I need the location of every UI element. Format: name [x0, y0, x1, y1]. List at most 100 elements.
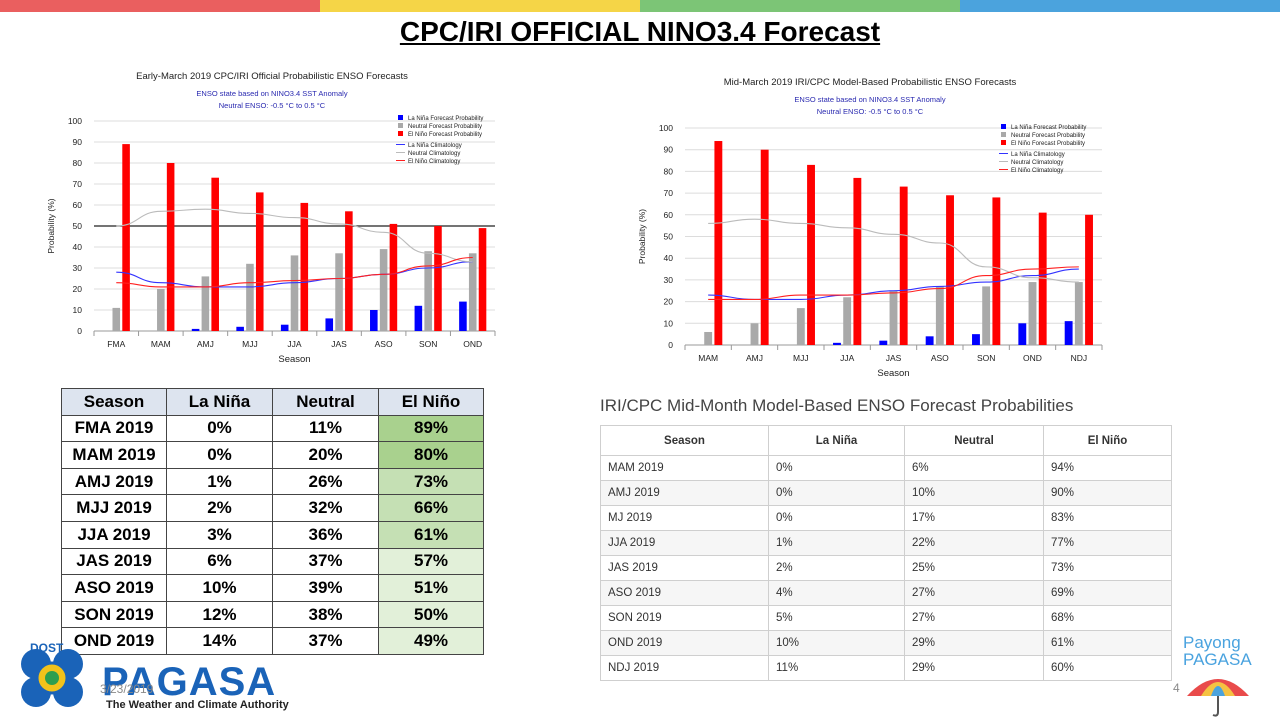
legend-elnino-probability-swatch	[1001, 140, 1006, 145]
bar-elnino	[899, 186, 908, 345]
bar-elnino	[122, 144, 130, 331]
bar-lanina	[414, 305, 423, 331]
cell-season: MAM 2019	[600, 455, 769, 481]
table-row: MAM 2019 0% 20% 80%	[61, 441, 484, 469]
x-tick-label: SON	[977, 353, 995, 363]
chart-subtitle: Neutral ENSO: -0.5 °C to 0.5 °C	[219, 101, 326, 110]
y-tick-label: 50	[73, 221, 83, 231]
cell-lanina: 14%	[166, 627, 273, 655]
cell-season: FMA 2019	[61, 414, 167, 443]
bar-lanina	[325, 318, 334, 331]
x-tick-label: JAS	[886, 353, 902, 363]
cell-neutral: 38%	[272, 600, 379, 629]
official-forecast-table: Season La Niña Neutral El Niño FMA 2019 0…	[61, 388, 484, 655]
x-tick-label: FMA	[107, 339, 125, 349]
table-row: MAM 2019 0% 6% 94%	[600, 455, 1172, 481]
bar-neutral	[468, 253, 477, 331]
cell-lanina: 0%	[768, 480, 905, 506]
cell-elnino: 51%	[378, 574, 484, 602]
cell-season: ASO 2019	[61, 574, 167, 602]
cell-neutral: 27%	[904, 605, 1044, 631]
bar-lanina	[833, 342, 841, 345]
table-row: JAS 2019 2% 25% 73%	[600, 555, 1172, 581]
mid-march-forecast-chart: Mid-March 2019 IRI/CPC Model-Based Proba…	[635, 70, 1115, 387]
cell-elnino: 73%	[378, 467, 484, 496]
x-tick-label: MJJ	[793, 353, 809, 363]
bar-neutral	[379, 249, 388, 331]
cell-season: JJA 2019	[600, 530, 769, 556]
cell-elnino: 89%	[378, 414, 484, 443]
bar-lanina	[1018, 323, 1027, 345]
pagasa-logo	[14, 640, 104, 720]
cell-lanina: 11%	[768, 655, 905, 681]
x-tick-label: AMJ	[746, 353, 763, 363]
legend-elnino-probability: El Niño Forecast Probability	[408, 132, 482, 138]
cell-elnino: 94%	[1043, 455, 1172, 481]
cell-lanina: 10%	[768, 630, 905, 656]
x-tick-label: MJJ	[242, 339, 258, 349]
legend-elnino-probability-swatch	[398, 131, 403, 136]
umbrella-icon	[1183, 670, 1253, 720]
x-tick-label: JJA	[287, 339, 302, 349]
bar-neutral	[704, 331, 713, 345]
cell-neutral: 20%	[272, 441, 379, 469]
y-tick-label: 50	[664, 232, 674, 242]
y-tick-label: 30	[664, 275, 674, 285]
bar-lanina	[280, 324, 289, 331]
cell-season: SON 2019	[61, 600, 167, 629]
legend-lanina-probability-swatch	[1001, 124, 1006, 129]
cell-season: JAS 2019	[61, 547, 167, 576]
bar-elnino	[389, 223, 398, 331]
cell-season: NDJ 2019	[600, 655, 769, 681]
x-tick-label: AMJ	[197, 339, 214, 349]
y-tick-label: 30	[73, 263, 83, 273]
legend-elnino-climatology: El Niño Climatology	[1011, 168, 1063, 174]
header-season: Season	[600, 425, 769, 456]
cell-lanina: 1%	[768, 530, 905, 556]
y-axis-label: Probability (%)	[637, 209, 647, 264]
bar-elnino	[478, 228, 487, 331]
legend-lanina-probability: La Niña Forecast Probability	[408, 116, 483, 122]
cell-neutral: 17%	[904, 505, 1044, 531]
y-tick-label: 10	[664, 318, 674, 328]
line-elnino-climatology	[708, 266, 1079, 300]
cell-elnino: 77%	[1043, 530, 1172, 556]
cell-neutral: 29%	[904, 630, 1044, 656]
cell-season: JAS 2019	[600, 555, 769, 581]
y-tick-label: 100	[68, 116, 82, 126]
bar-lanina	[972, 334, 980, 345]
topbar-segment	[0, 0, 320, 12]
cell-lanina: 12%	[166, 600, 273, 629]
legend-lanina-climatology: La Niña Climatology	[408, 143, 462, 149]
cell-elnino: 61%	[1043, 630, 1172, 656]
cell-neutral: 37%	[272, 547, 379, 576]
cell-lanina: 0%	[166, 414, 273, 443]
cell-neutral: 10%	[904, 480, 1044, 506]
cell-season: MJ 2019	[600, 505, 769, 531]
x-tick-label: JJA	[840, 353, 855, 363]
cell-neutral: 36%	[272, 520, 379, 549]
cell-season: OND 2019	[600, 630, 769, 656]
cell-season: MJJ 2019	[61, 494, 167, 522]
payong-line-2: PAGASA	[1183, 650, 1252, 669]
legend-neutral-probability: Neutral Forecast Probability	[408, 124, 482, 130]
line-elnino-climatology	[116, 256, 473, 288]
y-tick-label: 80	[664, 166, 674, 176]
header-lanina: La Niña	[166, 388, 273, 416]
cell-neutral: 11%	[272, 414, 379, 443]
bar-elnino	[1038, 212, 1047, 345]
line-neutral-climatology	[708, 218, 1079, 283]
chart-subtitle: Neutral ENSO: -0.5 °C to 0.5 °C	[817, 107, 924, 116]
cell-elnino: 57%	[378, 547, 484, 576]
header-season: Season	[61, 388, 167, 416]
chart-subtitle: ENSO state based on NINO3.4 SST Anomaly	[196, 89, 347, 98]
cell-neutral: 39%	[272, 574, 379, 602]
cell-elnino: 60%	[1043, 655, 1172, 681]
cell-lanina: 0%	[768, 455, 905, 481]
table-row: JAS 2019 6% 37% 57%	[61, 547, 484, 576]
cell-elnino: 68%	[1043, 605, 1172, 631]
bar-lanina	[459, 301, 467, 331]
y-tick-label: 20	[73, 284, 83, 294]
table-header-row: Season La Niña Neutral El Niño	[61, 388, 484, 416]
bar-neutral	[201, 276, 210, 331]
